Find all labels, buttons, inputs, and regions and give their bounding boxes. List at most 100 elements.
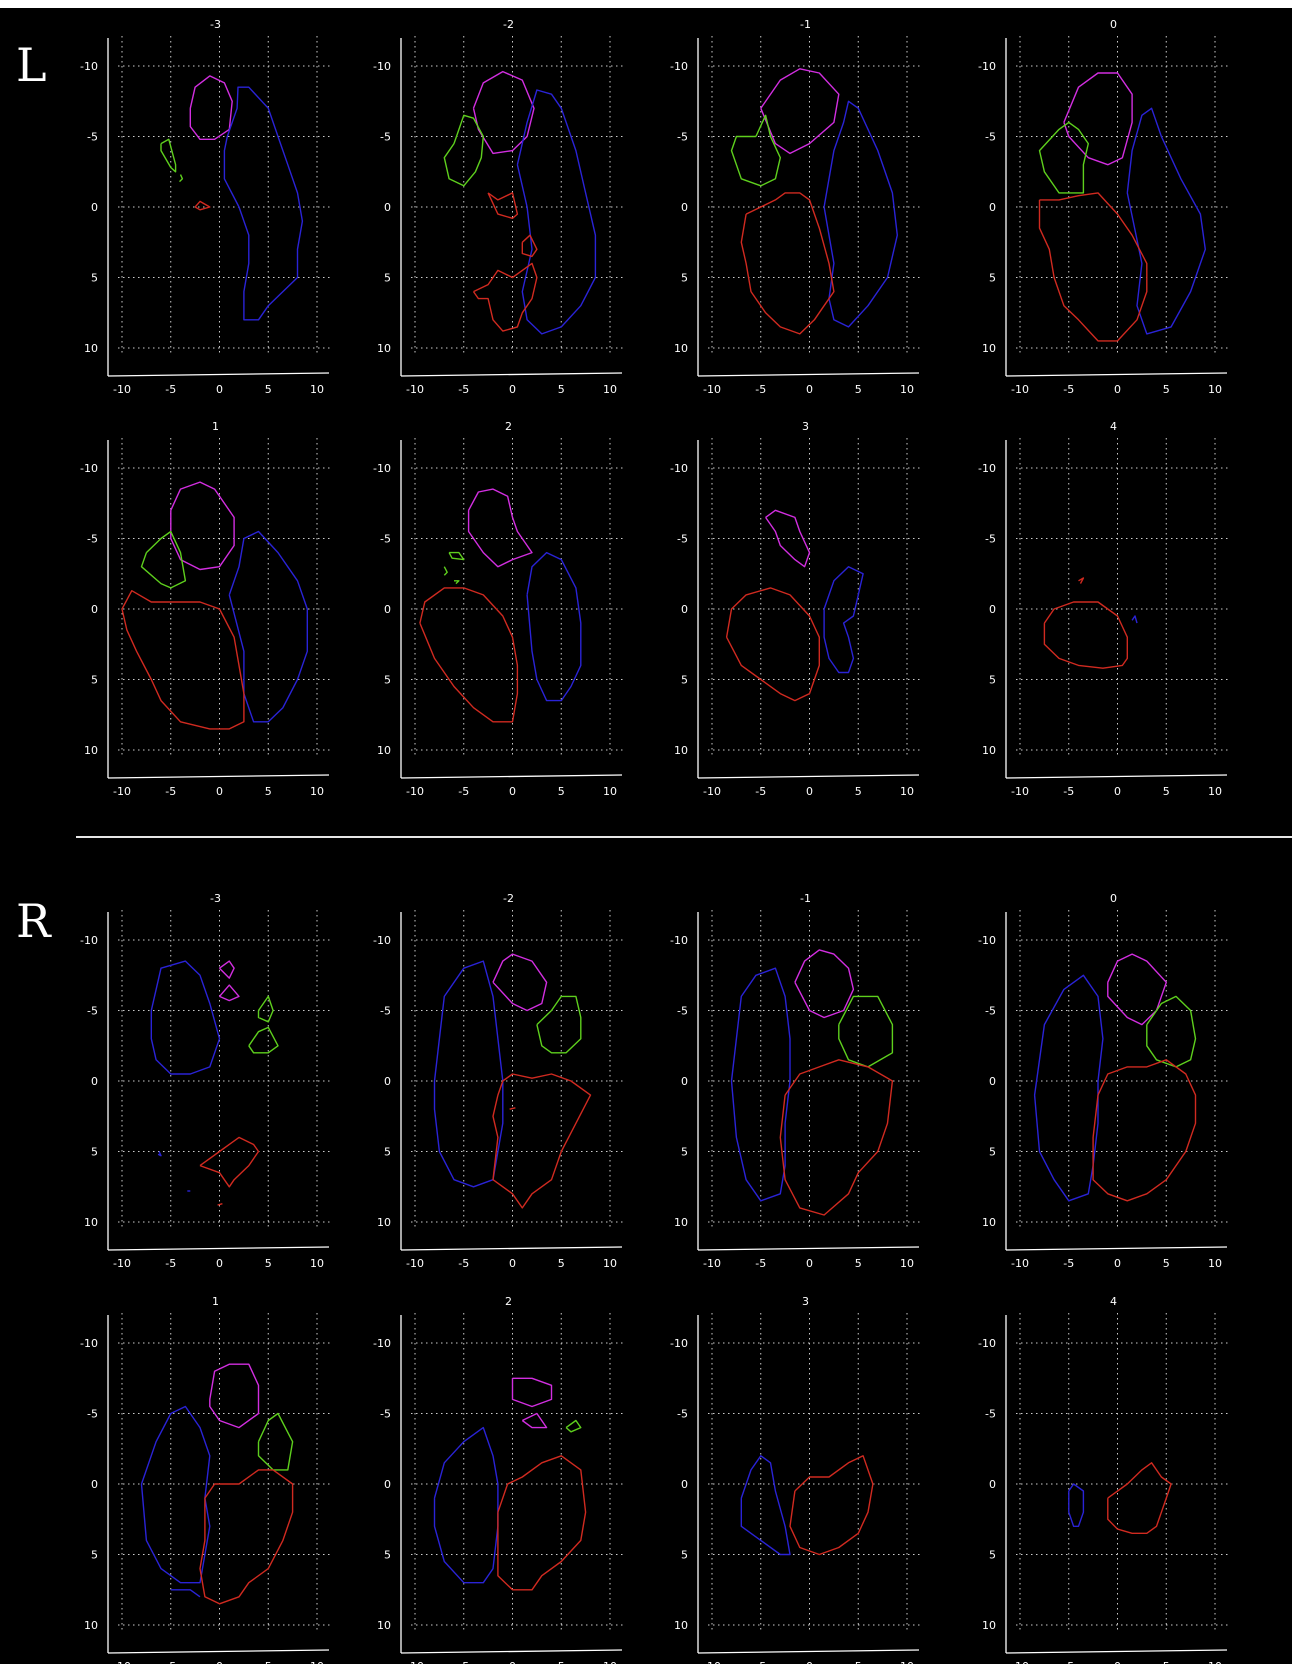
contour-series [516,89,597,335]
x-tick-label: -5 [755,1660,766,1664]
y-tick-label: 0 [91,1478,98,1491]
x-tick-label: -5 [1063,1660,1074,1664]
contour-series [472,70,535,155]
x-axis-line [107,1649,330,1654]
y-tick-label: -5 [380,1408,391,1421]
plot-l-4: -10 -5 0 5 10 -10 -5 0 5 10 4 [978,420,1229,798]
contour-series [1063,72,1133,166]
x-tick-label: -10 [113,1660,131,1664]
plot-title: 2 [505,420,512,433]
y-tick-label: 0 [384,201,391,214]
x-tick-label: 0 [806,785,813,798]
y-tick-label: 0 [384,1478,391,1491]
x-tick-label: -10 [703,1257,721,1270]
y-tick-label: -5 [985,533,996,546]
plot-title: 4 [1110,1295,1117,1308]
y-tick-label: -5 [677,1408,688,1421]
x-tick-label: 10 [1208,1257,1222,1270]
contour-series [257,995,274,1023]
contour-series [492,1073,592,1209]
x-tick-label: 5 [265,1257,272,1270]
contour-series [730,114,781,187]
y-tick-label: 10 [377,342,391,355]
plot-title: 3 [802,420,809,433]
contour-series [140,530,187,589]
y-tick-label: 0 [989,1478,996,1491]
contour-series [521,1412,548,1429]
x-tick-label: -5 [755,383,766,396]
contour-series [472,262,538,332]
y-tick-label: 0 [681,1478,688,1491]
x-tick-label: 5 [1163,785,1170,798]
contour-series [194,200,211,211]
x-tick-label: -5 [458,785,469,798]
x-tick-label: 0 [216,383,223,396]
y-tick-label: 10 [674,1216,688,1229]
contour-series [1043,601,1128,669]
x-tick-label: 10 [1208,1660,1222,1664]
x-axis-line [107,1246,330,1251]
x-axis-line [400,372,623,377]
contour-series [157,1151,162,1157]
x-tick-label: 0 [1114,1660,1121,1664]
y-tick-label: -10 [670,934,688,947]
contour-series [521,234,538,258]
plot-r-1: -10 -5 0 5 10 -10 -5 0 5 10 1 [80,1295,331,1664]
x-tick-label: 0 [1114,785,1121,798]
y-tick-label: 10 [377,744,391,757]
y-tick-label: -5 [677,1005,688,1018]
contour-series [443,566,448,576]
contour-series [1038,192,1148,342]
x-tick-label: 0 [806,383,813,396]
x-tick-label: -10 [703,785,721,798]
x-tick-label: 5 [855,1660,862,1664]
contour-series [1038,121,1089,194]
x-tick-label: 5 [265,1660,272,1664]
y-tick-label: 10 [982,342,996,355]
x-tick-label: 5 [265,383,272,396]
plot-title: -2 [503,18,514,31]
contour-series [454,580,460,585]
y-tick-label: -10 [670,1337,688,1350]
y-tick-label: 0 [989,201,996,214]
x-tick-label: 10 [900,383,914,396]
x-tick-label: 5 [1163,1660,1170,1664]
contour-series [536,995,582,1054]
contour-series [140,1405,211,1584]
y-tick-label: 5 [91,674,98,687]
x-tick-label: -10 [1011,785,1029,798]
x-axis-line [107,774,330,779]
x-tick-label: 5 [265,785,272,798]
y-tick-label: 5 [384,272,391,285]
y-tick-label: 5 [91,1146,98,1159]
y-tick-label: -10 [373,1337,391,1350]
x-tick-label: 0 [509,383,516,396]
plot-title: -3 [210,892,221,905]
y-tick-label: 10 [982,744,996,757]
contour-series [740,192,835,335]
x-tick-label: 0 [509,1257,516,1270]
contour-series [509,1107,516,1110]
y-tick-label: 0 [384,1075,391,1088]
plot-r-3: -10 -5 0 5 10 -10 -5 0 5 10 3 [670,1295,921,1664]
x-tick-label: 5 [855,383,862,396]
y-tick-label: -10 [80,934,98,947]
x-tick-label: -5 [165,1660,176,1664]
x-tick-label: 5 [855,785,862,798]
contour-series [189,75,233,140]
x-tick-label: -5 [458,383,469,396]
x-tick-label: 10 [900,785,914,798]
plot-title: -1 [800,18,811,31]
x-axis-line [697,1246,920,1251]
x-tick-label: 5 [1163,383,1170,396]
x-tick-label: -5 [165,1257,176,1270]
contour-series [760,68,840,155]
plot-title: 0 [1110,18,1117,31]
contour-series [179,174,184,183]
x-tick-label: 10 [603,785,617,798]
y-tick-label: -5 [87,1005,98,1018]
x-tick-label: -10 [703,1660,721,1664]
x-tick-label: -10 [1011,1660,1029,1664]
contour-series [765,509,811,568]
